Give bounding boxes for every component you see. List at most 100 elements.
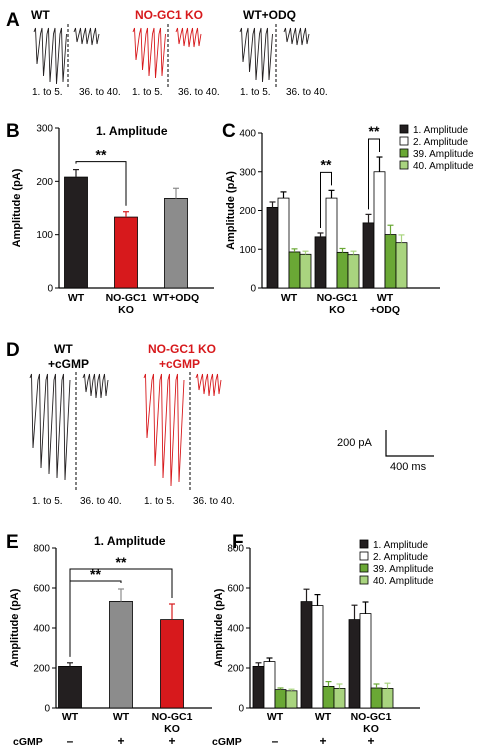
- trace-a-wt-last: 36. to 40.: [79, 87, 121, 98]
- trace-d-wt-first: 1. to 5.: [32, 496, 63, 507]
- chart-c-ytick-label: 0: [250, 284, 256, 295]
- trace-a-odq-early: [239, 27, 273, 83]
- trace-a-ko-label: NO-GC1 KO: [135, 8, 203, 22]
- chart-f-legend-swatch: [359, 563, 369, 573]
- chart-f-bar-3: [285, 690, 298, 709]
- trace-d-ko-first: 1. to 5.: [144, 496, 175, 507]
- trace-a-odq-late: [283, 27, 310, 46]
- scale-bar-y-label: 200 pA: [337, 437, 373, 449]
- panel-letter-f: F: [232, 532, 244, 553]
- panel-letter-b: B: [6, 121, 20, 142]
- chart-c-legend-swatch: [399, 136, 409, 146]
- chart-f-category-label: KO: [363, 723, 379, 735]
- chart-e: 0 200 400 600 800 Amplitude (pA) 1. Amplitude W…: [9, 534, 212, 748]
- chart-f-bar-1: [263, 661, 276, 709]
- chart-c-category-label: WT: [281, 292, 298, 304]
- chart-f-ytick-label: 0: [238, 704, 244, 715]
- chart-f-bar-0: [252, 666, 265, 709]
- chart-c-bar-1: [325, 197, 338, 289]
- chart-c-legend-label: 2. Amplitude: [413, 137, 468, 148]
- chart-c-legend-swatch: [399, 160, 409, 170]
- chart-c-bar-3: [347, 254, 360, 289]
- chart-f-bar-1: [359, 613, 372, 709]
- chart-f-bar-0: [300, 601, 313, 709]
- chart-b-ytick-label: 0: [47, 284, 53, 295]
- chart-f-bar-2: [322, 686, 335, 709]
- chart-c-category-label: KO: [329, 304, 345, 316]
- trace-d-wt-last: 36. to 40.: [80, 496, 122, 507]
- chart-b: 0 100 200 300 Amplitude (pA) 1. Amplitude WT NO…: [11, 124, 214, 316]
- chart-c-sig-label: **: [369, 123, 380, 139]
- chart-f-bar-2: [370, 687, 383, 709]
- chart-c-bar-3: [299, 253, 312, 289]
- chart-f-legend-label: 40. Amplitude: [373, 576, 434, 587]
- chart-e-category-label: WT: [113, 711, 130, 723]
- trace-a-ko-first: 1. to 5.: [132, 87, 163, 98]
- chart-c-ytick-label: 100: [239, 245, 256, 256]
- chart-c-bar-0: [314, 236, 327, 289]
- chart-c-legend-label: 40. Amplitude: [413, 161, 474, 172]
- chart-c-legend-swatch: [399, 148, 409, 158]
- chart-f-legend-swatch: [359, 551, 369, 561]
- chart-b-category-label: NO-GC1: [106, 292, 147, 304]
- chart-c-bar-2: [336, 251, 349, 289]
- chart-f-ytick-label: 200: [227, 664, 244, 675]
- chart-e-ytick-label: 400: [33, 624, 50, 635]
- trace-a-odq-label: WT+ODQ: [243, 8, 296, 22]
- trace-a-odq-first: 1. to 5.: [240, 87, 271, 98]
- panel-letter-e: E: [6, 532, 19, 553]
- chart-e-sig-bracket: [69, 568, 173, 657]
- trace-a-ko-late: [175, 27, 202, 48]
- trace-d-ko-last: 36. to 40.: [193, 496, 235, 507]
- chart-e-ylabel: Amplitude (pA): [9, 588, 21, 667]
- chart-e-ytick-label: 600: [33, 584, 50, 595]
- chart-b-bar: [64, 176, 88, 289]
- chart-f-bar-3: [333, 688, 346, 709]
- chart-f-category-label: NO-GC1: [351, 711, 392, 723]
- chart-b-bar: [164, 197, 188, 289]
- chart-f-cgmp-value: +: [367, 734, 374, 748]
- chart-c-bar-2: [384, 234, 397, 289]
- chart-c-bar-3: [395, 242, 408, 289]
- chart-c-legend-label: 1. Amplitude: [413, 125, 468, 136]
- chart-e-sig-label: **: [116, 554, 127, 570]
- scale-bar: [385, 430, 434, 457]
- chart-e-ytick-label: 200: [33, 664, 50, 675]
- trace-d-ko-early: [143, 373, 185, 487]
- trace-d-ko-label-1: NO-GC1 KO: [148, 342, 216, 356]
- chart-b-category-label: WT: [68, 292, 85, 304]
- chart-b-ylabel: Amplitude (pA): [11, 168, 23, 247]
- chart-f-bar-1: [311, 605, 324, 709]
- chart-c-bar-0: [362, 222, 375, 289]
- trace-a-ko-early: [132, 27, 166, 79]
- chart-c-sig-label: **: [321, 156, 332, 172]
- chart-f-bar-2: [274, 689, 287, 709]
- chart-e-title: 1. Amplitude: [94, 534, 166, 548]
- trace-d-wt-early: [29, 373, 71, 481]
- chart-f-legend-label: 2. Amplitude: [373, 552, 428, 563]
- trace-d-wt-late: [82, 373, 109, 399]
- chart-b-category-label: WT+ODQ: [153, 292, 199, 304]
- chart-c-bar-2: [288, 251, 301, 289]
- chart-b-ytick-label: 100: [36, 230, 53, 241]
- chart-f-ytick-label: 800: [227, 544, 244, 555]
- chart-f-category-label: WT: [315, 711, 332, 723]
- trace-d-wt-label-2: +cGMP: [48, 357, 89, 371]
- chart-e-bar: [109, 601, 133, 709]
- chart-e-category-label: WT: [62, 711, 79, 723]
- panel-letter-a: A: [6, 10, 20, 31]
- chart-e-ytick-label: 0: [44, 704, 50, 715]
- chart-f-cgmp-value: –: [272, 734, 279, 748]
- chart-c-ytick-label: 400: [239, 129, 256, 140]
- chart-b-title: 1. Amplitude: [96, 124, 168, 138]
- chart-f-ytick-label: 400: [227, 624, 244, 635]
- chart-e-cgmp-label: cGMP: [13, 736, 43, 748]
- chart-c-ylabel: Amplitude (pA): [225, 171, 237, 250]
- trace-layer: [29, 24, 310, 492]
- chart-f-bar-3: [381, 688, 394, 709]
- chart-e-ytick-label: 800: [33, 544, 50, 555]
- chart-c-ytick-label: 300: [239, 167, 256, 178]
